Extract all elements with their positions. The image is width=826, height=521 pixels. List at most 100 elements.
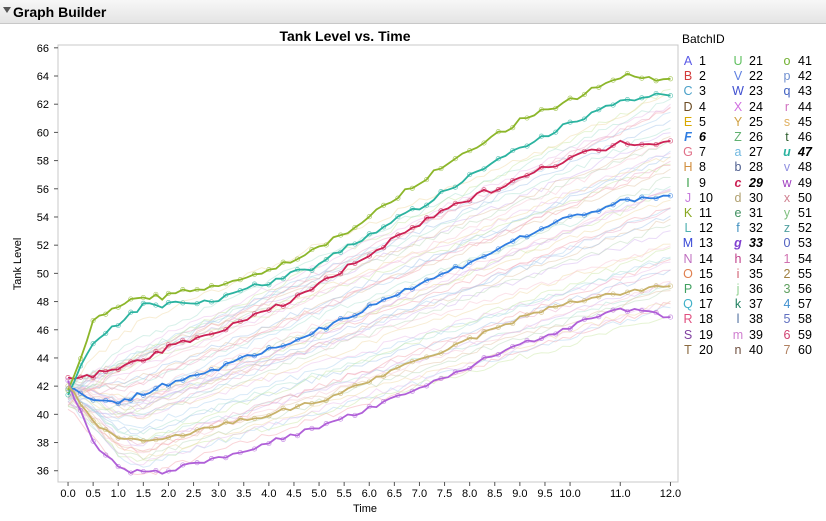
background-series-line xyxy=(67,199,671,399)
legend-item-34[interactable]: h 34 xyxy=(732,252,763,266)
series-point xyxy=(266,413,272,419)
legend-item-48[interactable]: v 48 xyxy=(781,160,812,174)
legend-item-46[interactable]: t 46 xyxy=(781,130,812,144)
series-point xyxy=(266,307,272,313)
series-point xyxy=(510,125,516,131)
legend-item-35[interactable]: i 35 xyxy=(732,267,763,281)
legend-item-40[interactable]: n 40 xyxy=(732,343,763,357)
legend-label: 30 xyxy=(749,190,763,205)
legend-item-31[interactable]: e 31 xyxy=(732,206,763,220)
legend-marker: R xyxy=(683,312,693,327)
series-point xyxy=(510,147,516,154)
legend-item-58[interactable]: 5 58 xyxy=(781,312,812,326)
legend-item-26[interactable]: Z 26 xyxy=(732,130,763,144)
series-point xyxy=(624,97,630,103)
legend-item-44[interactable]: r 44 xyxy=(781,100,812,114)
legend-item-51[interactable]: y 51 xyxy=(781,206,812,220)
series-point xyxy=(180,337,186,343)
legend-item-23[interactable]: W 23 xyxy=(732,84,763,98)
series-point xyxy=(280,405,286,411)
legend-item-20[interactable]: T 20 xyxy=(682,343,713,357)
series-point xyxy=(323,257,329,263)
series-point xyxy=(553,331,559,337)
series-point xyxy=(128,359,134,365)
legend-item-19[interactable]: S 19 xyxy=(682,328,713,342)
series-point xyxy=(624,308,630,315)
legend-item-42[interactable]: p 42 xyxy=(781,69,812,83)
legend-item-38[interactable]: l 38 xyxy=(732,312,763,326)
legend-item-55[interactable]: 2 55 xyxy=(781,267,812,281)
legend-item-47[interactable]: u 47 xyxy=(781,145,812,159)
legend-item-27[interactable]: a 27 xyxy=(732,145,763,159)
series-point xyxy=(653,142,659,148)
y-tick-label: 50 xyxy=(37,268,49,280)
legend-item-21[interactable]: U 21 xyxy=(732,54,762,68)
legend-item-33[interactable]: g 33 xyxy=(732,236,763,250)
series-point xyxy=(395,213,401,220)
window-titlebar[interactable]: Graph Builder xyxy=(0,0,826,24)
series-point xyxy=(610,102,616,108)
legend-label: 16 xyxy=(699,282,713,296)
series-point xyxy=(381,202,387,208)
background-series-line xyxy=(67,103,671,386)
series-point xyxy=(323,421,329,427)
legend-item-39[interactable]: m 39 xyxy=(732,328,763,342)
legend-item-41[interactable]: o 41 xyxy=(781,54,812,68)
series-point xyxy=(309,287,315,293)
legend-item-50[interactable]: x 50 xyxy=(781,191,812,205)
legend-item-22[interactable]: V 22 xyxy=(732,69,763,83)
legend-item-24[interactable]: X 24 xyxy=(732,100,763,114)
series-line-g[interactable] xyxy=(67,72,671,391)
legend-item-25[interactable]: Y 25 xyxy=(732,115,763,129)
legend-item-56[interactable]: 3 56 xyxy=(781,282,812,296)
legend-item-28[interactable]: b 28 xyxy=(732,160,763,174)
legend-item-43[interactable]: q 43 xyxy=(781,84,812,98)
collapse-arrow-icon[interactable] xyxy=(3,7,11,13)
background-series-line xyxy=(67,258,671,452)
legend-item-60[interactable]: 7 60 xyxy=(781,343,812,357)
legend-item-45[interactable]: s 45 xyxy=(781,115,812,129)
legend-item-14[interactable]: N 14 xyxy=(682,252,712,266)
series-point xyxy=(352,224,358,231)
series-point xyxy=(180,300,186,306)
series-point xyxy=(366,214,372,220)
legend-item-15[interactable]: O 15 xyxy=(682,267,713,281)
legend-item-52[interactable]: z 52 xyxy=(781,221,812,235)
legend-item-54[interactable]: 1 54 xyxy=(781,252,812,266)
legend-item-32[interactable]: f 32 xyxy=(732,221,763,235)
series-point xyxy=(237,416,243,422)
series-point xyxy=(208,367,215,373)
legend-item-30[interactable]: d 30 xyxy=(732,191,763,205)
x-tick-label: 4.0 xyxy=(261,488,276,500)
legend-item-59[interactable]: 6 59 xyxy=(781,328,812,342)
legend-item-17[interactable]: Q 17 xyxy=(682,297,713,311)
legend-item-10[interactable]: J 10 xyxy=(682,191,713,205)
series-point xyxy=(338,249,344,255)
legend-item-12[interactable]: L 12 xyxy=(682,221,713,235)
legend-item-57[interactable]: 4 57 xyxy=(781,297,812,311)
legend-item-11[interactable]: K 11 xyxy=(682,206,712,220)
legend-marker: Y xyxy=(733,114,743,129)
legend-label: 56 xyxy=(798,282,812,296)
series-point xyxy=(452,200,458,206)
legend-label: 48 xyxy=(798,160,812,175)
legend-label: 31 xyxy=(749,206,763,220)
legend-item-53[interactable]: 0 53 xyxy=(781,236,812,250)
legend-item-18[interactable]: R 18 xyxy=(682,312,712,327)
series-point xyxy=(381,224,387,230)
legend-item-37[interactable]: k 37 xyxy=(732,297,763,311)
legend-item-29[interactable]: c 29 xyxy=(732,176,763,190)
legend-item-16[interactable]: P 16 xyxy=(682,282,713,296)
legend-item-49[interactable]: w 49 xyxy=(781,176,811,190)
legend-item-36[interactable]: j 36 xyxy=(732,282,763,296)
legend-item-13[interactable]: M 13 xyxy=(682,236,713,250)
